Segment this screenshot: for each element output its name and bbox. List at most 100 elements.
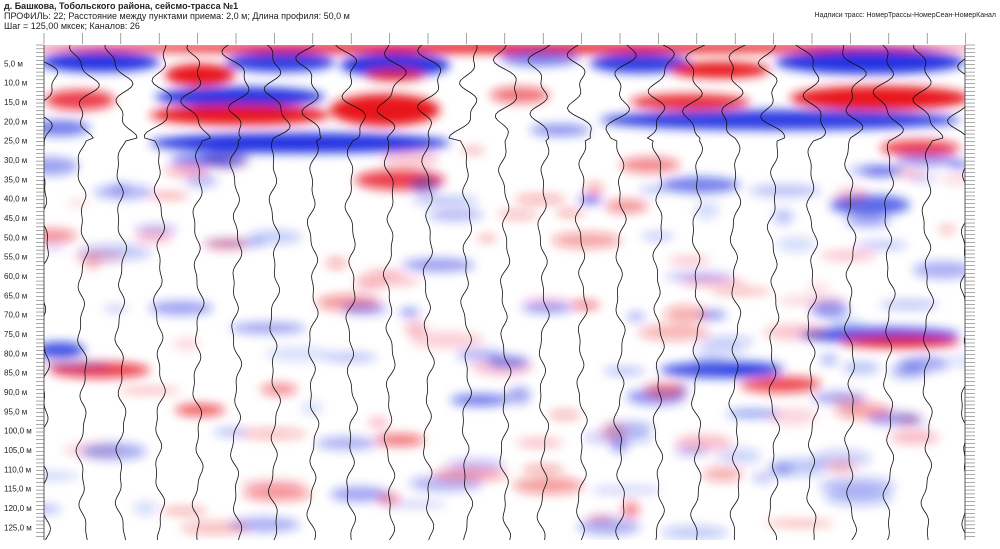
amplitude-blob: [641, 232, 674, 241]
amplitude-blob: [367, 417, 390, 429]
amplitude-blob: [855, 242, 908, 249]
amplitude-blob: [150, 105, 330, 125]
amplitude-blob: [694, 343, 748, 358]
amplitude-blob: [44, 157, 79, 175]
trace: [263, 45, 291, 540]
depth-label: 20,0 м: [4, 117, 27, 126]
amplitude-blob: [752, 472, 774, 483]
amplitude-blob: [110, 182, 129, 196]
amplitude-blob: [461, 146, 485, 154]
amplitude-blob: [44, 228, 78, 243]
depth-label: 25,0 м: [4, 137, 27, 146]
amplitude-blob: [44, 45, 965, 53]
amplitude-blob: [710, 288, 772, 295]
amplitude-blob: [301, 401, 323, 415]
amplitude-blob: [610, 436, 628, 453]
depth-label: 45,0 м: [4, 214, 27, 223]
amplitude-blob: [548, 410, 581, 420]
amplitude-blob: [840, 336, 960, 348]
amplitude-blob: [621, 501, 640, 519]
amplitude-blob: [323, 352, 377, 362]
amplitude-blob: [665, 272, 734, 281]
trace: [527, 45, 551, 540]
title: д. Башкова, Тобольского района, сейсмо-т…: [4, 1, 238, 11]
amplitude-blob: [570, 301, 600, 309]
amplitude-blob: [777, 237, 816, 252]
amplitude-blob: [663, 305, 708, 324]
amplitude-blob: [661, 525, 728, 540]
trace: [143, 45, 172, 540]
depth-label: 75,0 м: [4, 330, 27, 339]
amplitude-blob: [44, 472, 80, 480]
amplitude-blob: [675, 434, 732, 451]
amplitude-blob: [890, 365, 926, 379]
amplitude-blob: [697, 336, 756, 346]
amplitude-blob: [889, 430, 939, 445]
amplitude-blob: [777, 295, 848, 307]
amplitude-blob: [766, 407, 818, 426]
trace: [335, 45, 366, 540]
trace: [721, 45, 746, 540]
amplitude-blob: [44, 504, 61, 514]
trace: [295, 45, 322, 540]
amplitude-blob: [404, 320, 427, 337]
depth-label: 110,0 м: [4, 465, 31, 474]
amplitude-blob: [175, 404, 225, 416]
amplitude-blob: [161, 507, 208, 515]
amplitude-blob: [600, 423, 627, 440]
amplitude-blob: [765, 520, 835, 527]
amplitude-blob: [205, 238, 248, 250]
amplitude-blob: [135, 229, 173, 244]
trace: [795, 45, 827, 540]
trace: [682, 45, 705, 540]
amplitude-blob: [44, 52, 160, 72]
amplitude-blob: [726, 409, 781, 418]
amplitude-blob: [83, 253, 102, 270]
amplitude-blob: [806, 283, 830, 292]
amplitude-blob: [761, 376, 823, 385]
depth-label: 10,0 м: [4, 79, 27, 88]
amplitude-blob: [912, 261, 965, 279]
amplitude-blob: [260, 383, 298, 396]
amplitude-blob: [749, 184, 821, 197]
amplitude-blob: [490, 87, 550, 103]
trace: [221, 45, 250, 540]
amplitude-blob: [521, 302, 574, 314]
amplitude-blob: [842, 361, 880, 375]
amplitude-blob: [118, 387, 180, 395]
amplitude-blob: [102, 305, 129, 313]
amplitude-blob: [265, 346, 332, 362]
amplitude-blob: [670, 62, 770, 78]
trace: [44, 61, 59, 540]
amplitude-blob: [721, 361, 786, 378]
amplitude-blob: [402, 258, 475, 272]
trace: [842, 45, 867, 540]
amplitude-blob: [80, 442, 147, 460]
amplitude-blob: [790, 86, 965, 110]
depth-label: 105,0 м: [4, 446, 32, 455]
trace: [492, 45, 518, 540]
depth-label: 85,0 м: [4, 369, 27, 378]
depth-label: 70,0 м: [4, 311, 27, 320]
trace-caption: Надписи трасс: НомерТрассы-НомерСеан-Ном…: [815, 12, 997, 19]
amplitude-blob: [880, 300, 939, 310]
amplitude-blob: [67, 199, 89, 207]
amplitude-blob: [365, 69, 425, 81]
amplitude-blob: [382, 501, 447, 508]
trace: [566, 45, 592, 540]
amplitude-blob: [149, 301, 213, 315]
amplitude-blob: [620, 157, 680, 173]
amplitude-blob: [432, 467, 508, 482]
amplitude-blob: [150, 133, 450, 153]
depth-label: 90,0 м: [4, 388, 27, 397]
depth-label: 5,0 м: [4, 59, 23, 68]
amplitude-blob: [826, 460, 856, 474]
trace: [376, 45, 407, 540]
trace: [68, 45, 100, 540]
amplitude-blob: [895, 414, 921, 425]
amplitude-blob: [627, 312, 646, 321]
amplitude-blob: [477, 235, 497, 242]
amplitude-blob: [603, 368, 646, 375]
depth-label: 65,0 м: [4, 291, 27, 300]
trace: [448, 45, 478, 540]
